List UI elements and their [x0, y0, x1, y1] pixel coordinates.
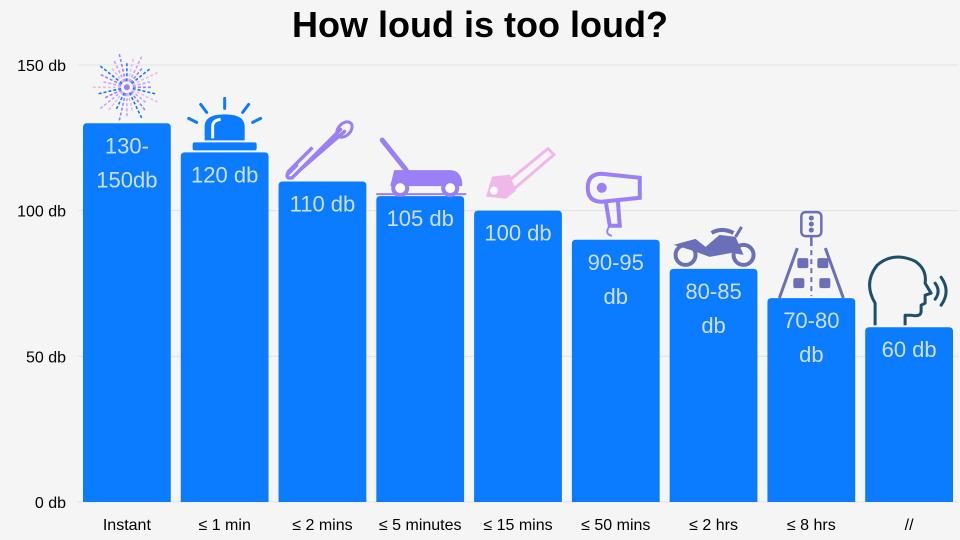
- x-tick-label: ≤ 50 mins: [581, 517, 650, 534]
- bar: [669, 268, 758, 502]
- lawn-mower-icon: [376, 137, 467, 198]
- data-label: 80-85: [685, 279, 741, 304]
- y-tick-label: 0 db: [35, 495, 66, 512]
- data-label: 110 db: [290, 192, 356, 217]
- y-tick-label: 150 db: [17, 58, 66, 75]
- x-tick-label: ≤ 2 hrs: [689, 517, 738, 534]
- hair-dryer-icon: [585, 171, 642, 237]
- data-label: 100 db: [484, 221, 551, 246]
- bar: [767, 298, 856, 502]
- bar: [83, 123, 171, 503]
- speaking-head-icon: [868, 255, 948, 326]
- x-tick-label: ≤ 2 mins: [292, 517, 352, 534]
- chart-title: How loud is too loud?: [292, 4, 668, 45]
- bar: [571, 239, 660, 503]
- x-tick-label: ≤ 8 hrs: [787, 517, 836, 534]
- x-tick-label: //: [905, 517, 914, 534]
- data-label: db: [604, 284, 628, 309]
- bar: [278, 181, 367, 503]
- bar: [376, 196, 465, 502]
- data-label: 70-80: [783, 308, 839, 333]
- data-label: 105 db: [387, 206, 454, 231]
- bar: [865, 327, 953, 502]
- y-tick-label: 100 db: [17, 204, 66, 221]
- chainsaw-icon: [486, 146, 557, 199]
- bar: [474, 210, 562, 502]
- x-tick-label: ≤ 1 min: [198, 517, 250, 534]
- data-label: db: [799, 342, 823, 367]
- trombone-icon: [285, 120, 354, 180]
- x-tick-label: Instant: [103, 517, 152, 534]
- traffic-icon: [777, 210, 845, 299]
- data-label: 90-95: [588, 250, 644, 275]
- data-label: 130-: [105, 133, 149, 158]
- data-label: 150db: [96, 167, 157, 192]
- data-label: 60 db: [882, 337, 937, 362]
- motorcycle-icon: [673, 226, 756, 267]
- bar: [180, 152, 269, 502]
- x-tick-label: ≤ 15 mins: [483, 517, 552, 534]
- data-label: db: [701, 313, 725, 338]
- x-tick-label: ≤ 5 minutes: [379, 517, 462, 534]
- fireworks-icon: [92, 53, 158, 121]
- data-label: 120 db: [191, 162, 258, 187]
- y-tick-label: 50 db: [26, 349, 66, 366]
- siren-icon: [187, 96, 263, 151]
